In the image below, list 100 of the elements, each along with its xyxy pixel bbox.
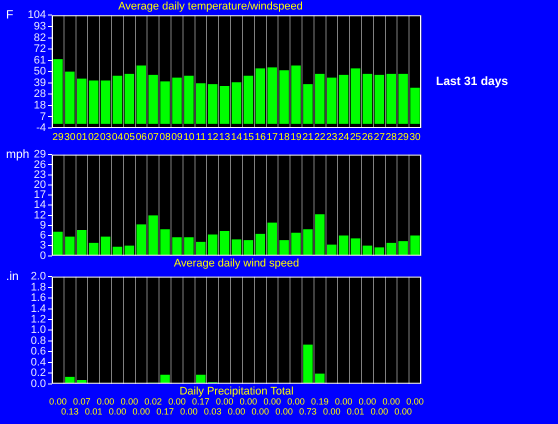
y-tick-label: 28 bbox=[34, 88, 46, 100]
data-label: 0.03 bbox=[204, 406, 222, 416]
x-tick-label: 13 bbox=[219, 132, 231, 143]
data-label: 0.00 bbox=[49, 396, 67, 406]
y-tick-label: 20 bbox=[34, 178, 46, 191]
x-tick-label: 09 bbox=[171, 132, 183, 143]
data-label: 0.00 bbox=[275, 406, 293, 416]
chart-title: Average daily temperature/windspeed bbox=[118, 0, 303, 13]
x-tick-label: 23 bbox=[326, 132, 338, 143]
data-label: 0.13 bbox=[61, 406, 79, 416]
x-tick-label: 04 bbox=[112, 132, 124, 143]
y-tick-label: 93 bbox=[34, 20, 46, 33]
data-label: 0.73 bbox=[299, 406, 317, 416]
y-tick-label: 104 bbox=[28, 9, 46, 22]
data-label: 0.07 bbox=[72, 396, 91, 406]
x-tick-label: 02 bbox=[88, 132, 100, 143]
x-tick-label: 28 bbox=[386, 132, 398, 143]
x-tick-label: 30 bbox=[409, 132, 422, 143]
y-tick-label: 18 bbox=[34, 99, 46, 112]
data-label: 0.00 bbox=[406, 396, 424, 406]
y-tick-label: 0.6 bbox=[30, 346, 46, 358]
data-label: 0.00 bbox=[287, 396, 305, 406]
y-tick-label: 9 bbox=[40, 219, 46, 232]
x-tick-label: 12 bbox=[207, 132, 219, 143]
data-label: 0.00 bbox=[216, 396, 234, 406]
data-label: 0.00 bbox=[228, 406, 246, 416]
y-tick-label: 50 bbox=[34, 66, 46, 78]
data-label: 0.17 bbox=[192, 396, 210, 406]
data-label: 0.00 bbox=[96, 396, 114, 406]
data-label: 0.00 bbox=[263, 396, 281, 406]
y-tick-label: 0.2 bbox=[30, 367, 46, 380]
y-tick-label: 23 bbox=[34, 168, 46, 181]
data-label: 0.00 bbox=[334, 396, 352, 406]
x-tick-label: 10 bbox=[183, 132, 195, 143]
x-tick-label: 29 bbox=[398, 132, 410, 143]
data-label: 0.00 bbox=[252, 406, 270, 416]
y-tick-label: 1.4 bbox=[30, 302, 46, 315]
x-tick-label: 27 bbox=[374, 132, 386, 143]
data-label: 0.00 bbox=[168, 396, 186, 406]
y-tick-label: 0.0 bbox=[30, 378, 46, 390]
y-tick-label: 14 bbox=[34, 199, 46, 212]
y-tick-label: 29 bbox=[34, 148, 46, 161]
y-tick-label: 3 bbox=[40, 240, 46, 252]
y-tick-label: -4 bbox=[36, 122, 46, 134]
data-label: 0.00 bbox=[394, 406, 412, 416]
y-tick-label: 72 bbox=[34, 43, 46, 56]
x-tick-label: 18 bbox=[278, 132, 290, 143]
x-tick-label: 25 bbox=[350, 132, 362, 143]
x-tick-label: 22 bbox=[314, 132, 326, 143]
y-axis-title: .in bbox=[6, 268, 19, 283]
x-tick-label: 15 bbox=[242, 132, 254, 143]
x-tick-label: 06 bbox=[136, 132, 148, 143]
y-tick-label: 1.6 bbox=[30, 292, 46, 304]
data-label: 0.00 bbox=[180, 406, 198, 416]
y-tick-label: 1.8 bbox=[30, 281, 46, 294]
data-label: 0.17 bbox=[156, 406, 174, 416]
y-tick-label: 12 bbox=[34, 209, 46, 222]
y-axis-title: mph bbox=[6, 146, 30, 161]
data-label: 0.00 bbox=[108, 406, 126, 416]
y-tick-label: 1.2 bbox=[30, 314, 46, 326]
x-tick-label: 24 bbox=[338, 132, 350, 143]
y-tick-label: 7 bbox=[40, 110, 46, 123]
y-tick-label: 17 bbox=[34, 189, 46, 202]
x-tick-label: 16 bbox=[254, 132, 266, 143]
x-tick-label: 08 bbox=[160, 132, 172, 143]
x-tick-label: 14 bbox=[230, 132, 242, 143]
data-label: 0.00 bbox=[132, 406, 150, 416]
y-tick-label: 1.0 bbox=[30, 324, 46, 336]
data-label: 0.00 bbox=[382, 396, 400, 406]
x-tick-label: 07 bbox=[148, 132, 160, 143]
x-tick-label: 11 bbox=[196, 132, 206, 143]
y-tick-label: 0.4 bbox=[30, 356, 46, 368]
y-tick-label: 6 bbox=[40, 230, 46, 242]
data-label: 0.01 bbox=[346, 406, 364, 416]
y-tick-label: 26 bbox=[34, 158, 46, 171]
x-tick-label: 29 bbox=[52, 132, 64, 143]
data-label: 0.01 bbox=[84, 406, 102, 416]
x-axis-title: Average daily wind speed bbox=[174, 257, 300, 270]
x-tick-label: 26 bbox=[362, 132, 374, 143]
data-label: 0.00 bbox=[370, 406, 388, 416]
data-label: 0.00 bbox=[240, 396, 258, 406]
x-tick-label: 30 bbox=[64, 132, 76, 143]
x-tick-label: 05 bbox=[124, 132, 136, 143]
data-label: 0.00 bbox=[120, 396, 138, 406]
y-tick-label: 61 bbox=[34, 54, 46, 66]
text: Last 31 days bbox=[436, 74, 508, 88]
x-tick-label: 21 bbox=[302, 132, 314, 143]
x-tick-label: 19 bbox=[290, 132, 302, 143]
y-axis-title: F bbox=[6, 8, 14, 22]
x-tick-label: 17 bbox=[266, 132, 278, 143]
x-tick-label: 03 bbox=[100, 132, 112, 143]
data-label: 0.19 bbox=[311, 396, 329, 406]
x-axis-title: Daily Precipitation Total bbox=[179, 385, 294, 398]
data-label: 0.02 bbox=[144, 396, 162, 406]
data-label: 0.00 bbox=[358, 396, 376, 406]
y-tick-label: 39 bbox=[34, 76, 46, 89]
y-tick-label: 0 bbox=[40, 250, 46, 262]
y-tick-label: 0.8 bbox=[30, 334, 46, 347]
y-tick-label: 82 bbox=[34, 32, 46, 44]
y-tick-label: 2.0 bbox=[30, 270, 46, 283]
